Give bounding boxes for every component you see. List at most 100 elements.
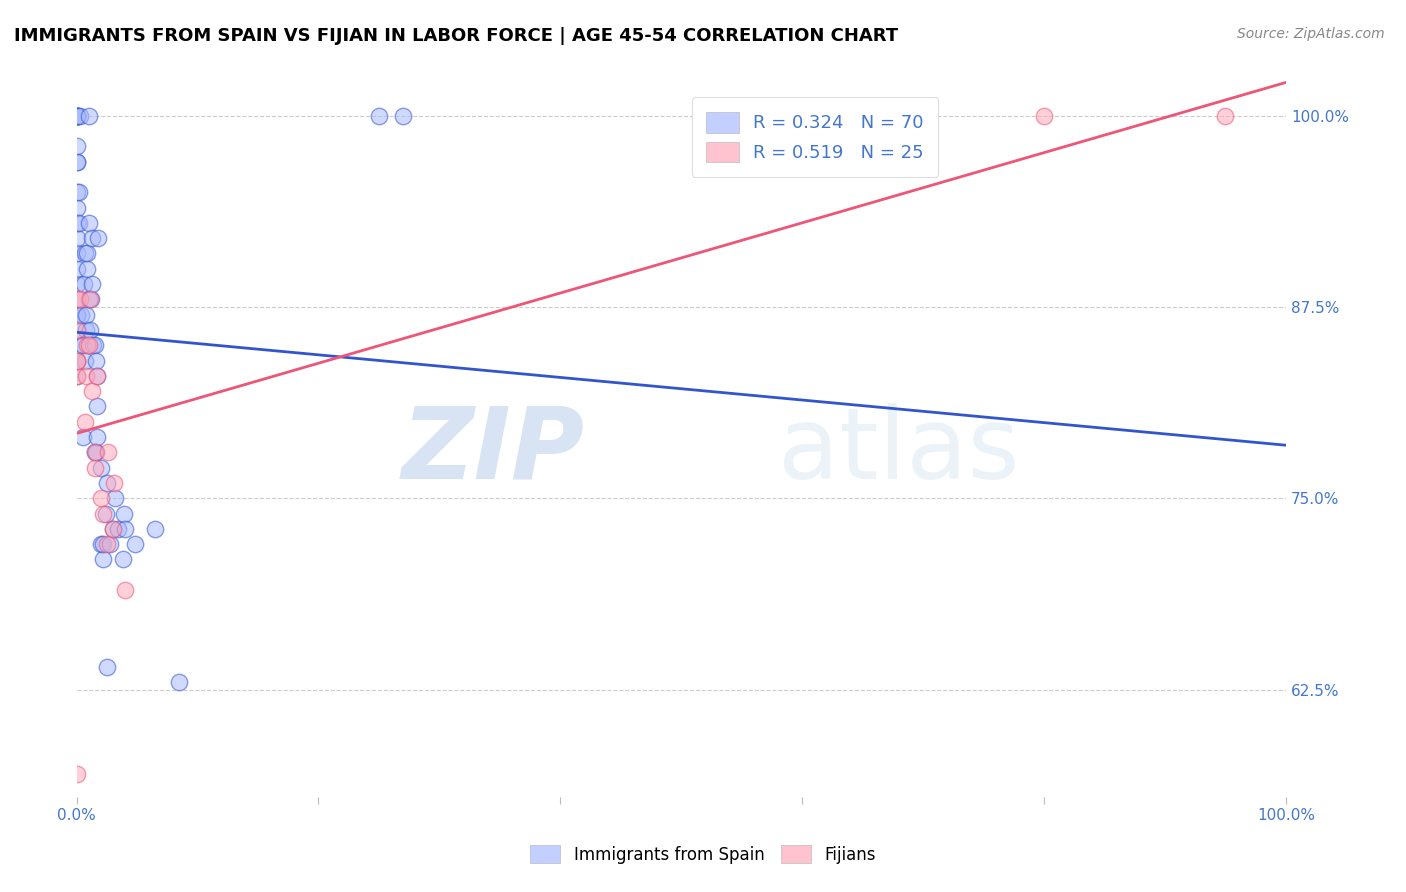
Point — [75, 323, 97, 337]
Text: Source: ZipAtlas.com: Source: ZipAtlas.com — [1237, 27, 1385, 41]
Point — [100, 537, 122, 551]
Point — [65, 293, 87, 307]
Point — [65, 293, 87, 307]
Point — [104, 491, 127, 506]
Point — [96, 537, 118, 551]
Point — [73, 415, 96, 429]
Point — [65, 368, 87, 383]
Point — [1215, 109, 1237, 123]
Point — [65, 323, 87, 337]
Point — [65, 323, 87, 337]
Point — [82, 277, 104, 291]
Point — [86, 430, 108, 444]
Point — [83, 445, 105, 459]
Point — [90, 491, 112, 506]
Point — [80, 293, 103, 307]
Point — [91, 507, 114, 521]
Point — [91, 552, 114, 566]
Point — [76, 338, 98, 352]
Point — [65, 368, 87, 383]
Point — [114, 522, 136, 536]
Point — [82, 384, 104, 399]
Point — [65, 109, 87, 123]
Point — [77, 293, 100, 307]
Point — [69, 293, 91, 307]
Point — [65, 277, 87, 291]
Point — [101, 522, 124, 536]
Point — [65, 353, 87, 368]
Point — [65, 308, 87, 322]
Point — [111, 552, 134, 566]
Point — [65, 308, 87, 322]
Point — [65, 216, 87, 230]
Point — [83, 338, 105, 352]
Point — [77, 338, 100, 352]
Point — [77, 216, 100, 230]
Point — [67, 185, 90, 199]
Point — [76, 261, 98, 276]
Point — [87, 231, 110, 245]
Point — [65, 154, 87, 169]
Point — [75, 308, 97, 322]
Point — [70, 308, 93, 322]
Point — [94, 507, 117, 521]
Point — [124, 537, 146, 551]
Point — [65, 109, 87, 123]
Point — [65, 139, 87, 153]
Point — [103, 475, 125, 490]
Point — [86, 368, 108, 383]
Point — [65, 353, 87, 368]
Point — [77, 109, 100, 123]
Point — [83, 460, 105, 475]
Point — [86, 368, 108, 383]
Point — [82, 231, 104, 245]
Text: atlas: atlas — [778, 403, 1019, 500]
Point — [82, 338, 104, 352]
Point — [76, 246, 98, 260]
Point — [1033, 109, 1056, 123]
Point — [392, 109, 415, 123]
Point — [169, 674, 191, 689]
Point — [367, 109, 389, 123]
Point — [65, 261, 87, 276]
Legend: R = 0.324   N = 70, R = 0.519   N = 25: R = 0.324 N = 70, R = 0.519 N = 25 — [692, 97, 938, 177]
Legend: Immigrants from Spain, Fijians: Immigrants from Spain, Fijians — [523, 838, 883, 871]
Point — [73, 277, 96, 291]
Point — [96, 659, 118, 673]
Point — [67, 216, 90, 230]
Point — [73, 353, 96, 368]
Point — [73, 246, 96, 260]
Point — [65, 766, 87, 780]
Point — [90, 460, 112, 475]
Point — [114, 583, 136, 598]
Point — [65, 201, 87, 215]
Point — [101, 522, 124, 536]
Point — [72, 430, 94, 444]
Point — [107, 522, 129, 536]
Point — [90, 537, 112, 551]
Point — [65, 353, 87, 368]
Point — [75, 368, 97, 383]
Point — [65, 185, 87, 199]
Point — [79, 293, 101, 307]
Point — [97, 445, 120, 459]
Text: ZIP: ZIP — [402, 403, 585, 500]
Text: IMMIGRANTS FROM SPAIN VS FIJIAN IN LABOR FORCE | AGE 45-54 CORRELATION CHART: IMMIGRANTS FROM SPAIN VS FIJIAN IN LABOR… — [14, 27, 898, 45]
Point — [83, 445, 105, 459]
Point — [72, 338, 94, 352]
Point — [65, 338, 87, 352]
Point — [143, 522, 166, 536]
Point — [69, 109, 91, 123]
Point — [86, 400, 108, 414]
Point — [79, 323, 101, 337]
Point — [65, 109, 87, 123]
Point — [91, 537, 114, 551]
Point — [65, 231, 87, 245]
Point — [112, 507, 135, 521]
Point — [84, 353, 107, 368]
Point — [65, 154, 87, 169]
Point — [84, 445, 107, 459]
Point — [96, 475, 118, 490]
Point — [65, 109, 87, 123]
Point — [65, 109, 87, 123]
